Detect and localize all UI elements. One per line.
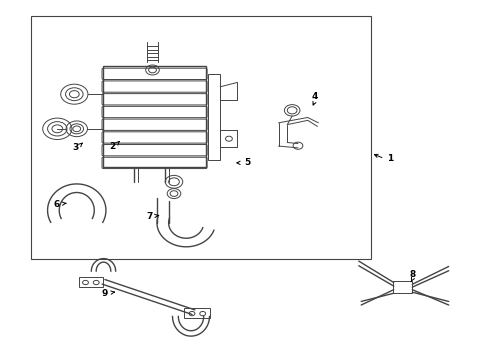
- Text: 9: 9: [101, 289, 107, 298]
- Bar: [30, 16, 370, 258]
- Bar: [183, 308, 210, 318]
- Bar: [79, 277, 103, 287]
- Bar: [103, 66, 205, 167]
- Bar: [207, 74, 220, 160]
- Text: 8: 8: [408, 270, 414, 279]
- Text: 4: 4: [311, 91, 318, 100]
- Text: 2: 2: [109, 141, 115, 150]
- Text: 1: 1: [386, 154, 393, 163]
- Text: 5: 5: [244, 158, 249, 167]
- Bar: [392, 281, 411, 293]
- Text: 7: 7: [146, 212, 153, 221]
- Text: 3: 3: [73, 143, 79, 152]
- Text: 6: 6: [53, 200, 60, 209]
